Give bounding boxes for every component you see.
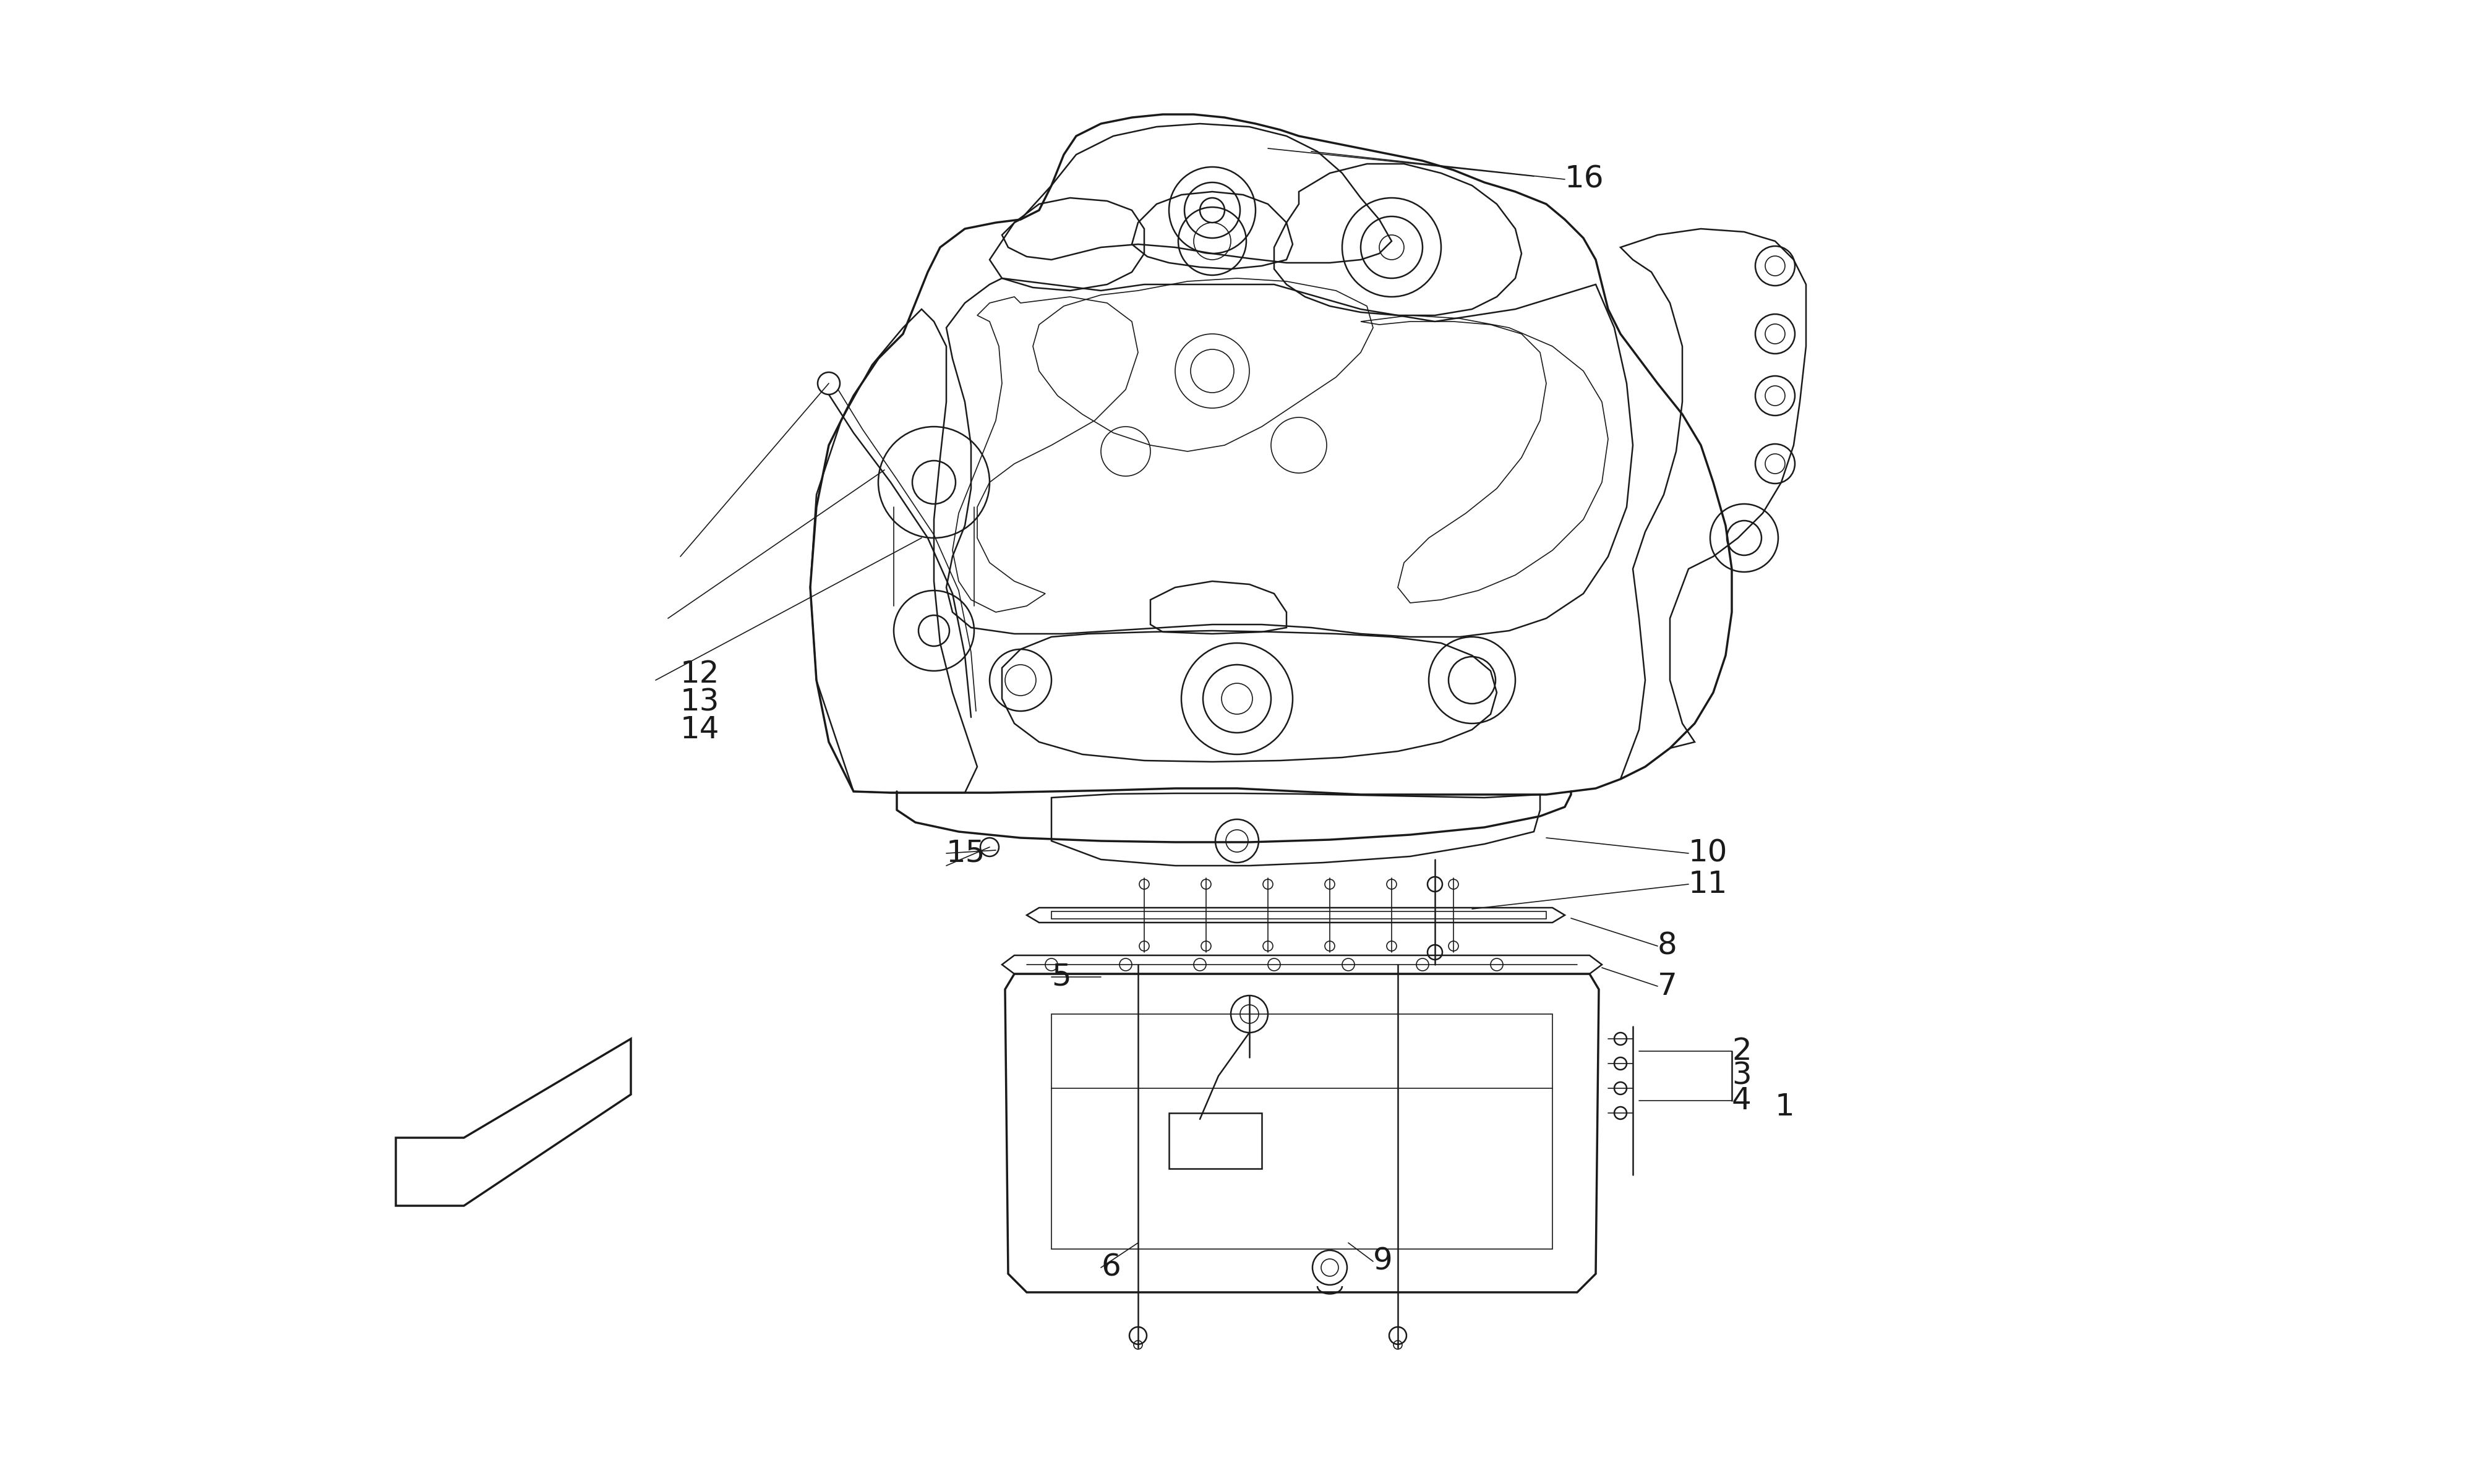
Text: 3: 3 — [1732, 1061, 1752, 1091]
Text: 4: 4 — [1732, 1086, 1752, 1116]
Polygon shape — [396, 1039, 631, 1205]
Text: 8: 8 — [1658, 932, 1677, 962]
Text: 5: 5 — [1051, 962, 1071, 991]
Text: 6: 6 — [1101, 1252, 1121, 1282]
Text: 13: 13 — [680, 687, 720, 717]
Text: 16: 16 — [1566, 165, 1603, 194]
Text: 14: 14 — [680, 715, 720, 745]
Text: 2: 2 — [1732, 1036, 1752, 1066]
Text: 10: 10 — [1687, 838, 1727, 868]
Text: 1: 1 — [1776, 1092, 1794, 1122]
Text: 15: 15 — [945, 838, 985, 868]
Text: 9: 9 — [1373, 1247, 1393, 1276]
Text: 12: 12 — [680, 659, 720, 689]
Text: 11: 11 — [1687, 870, 1727, 899]
Text: 7: 7 — [1658, 972, 1677, 1002]
